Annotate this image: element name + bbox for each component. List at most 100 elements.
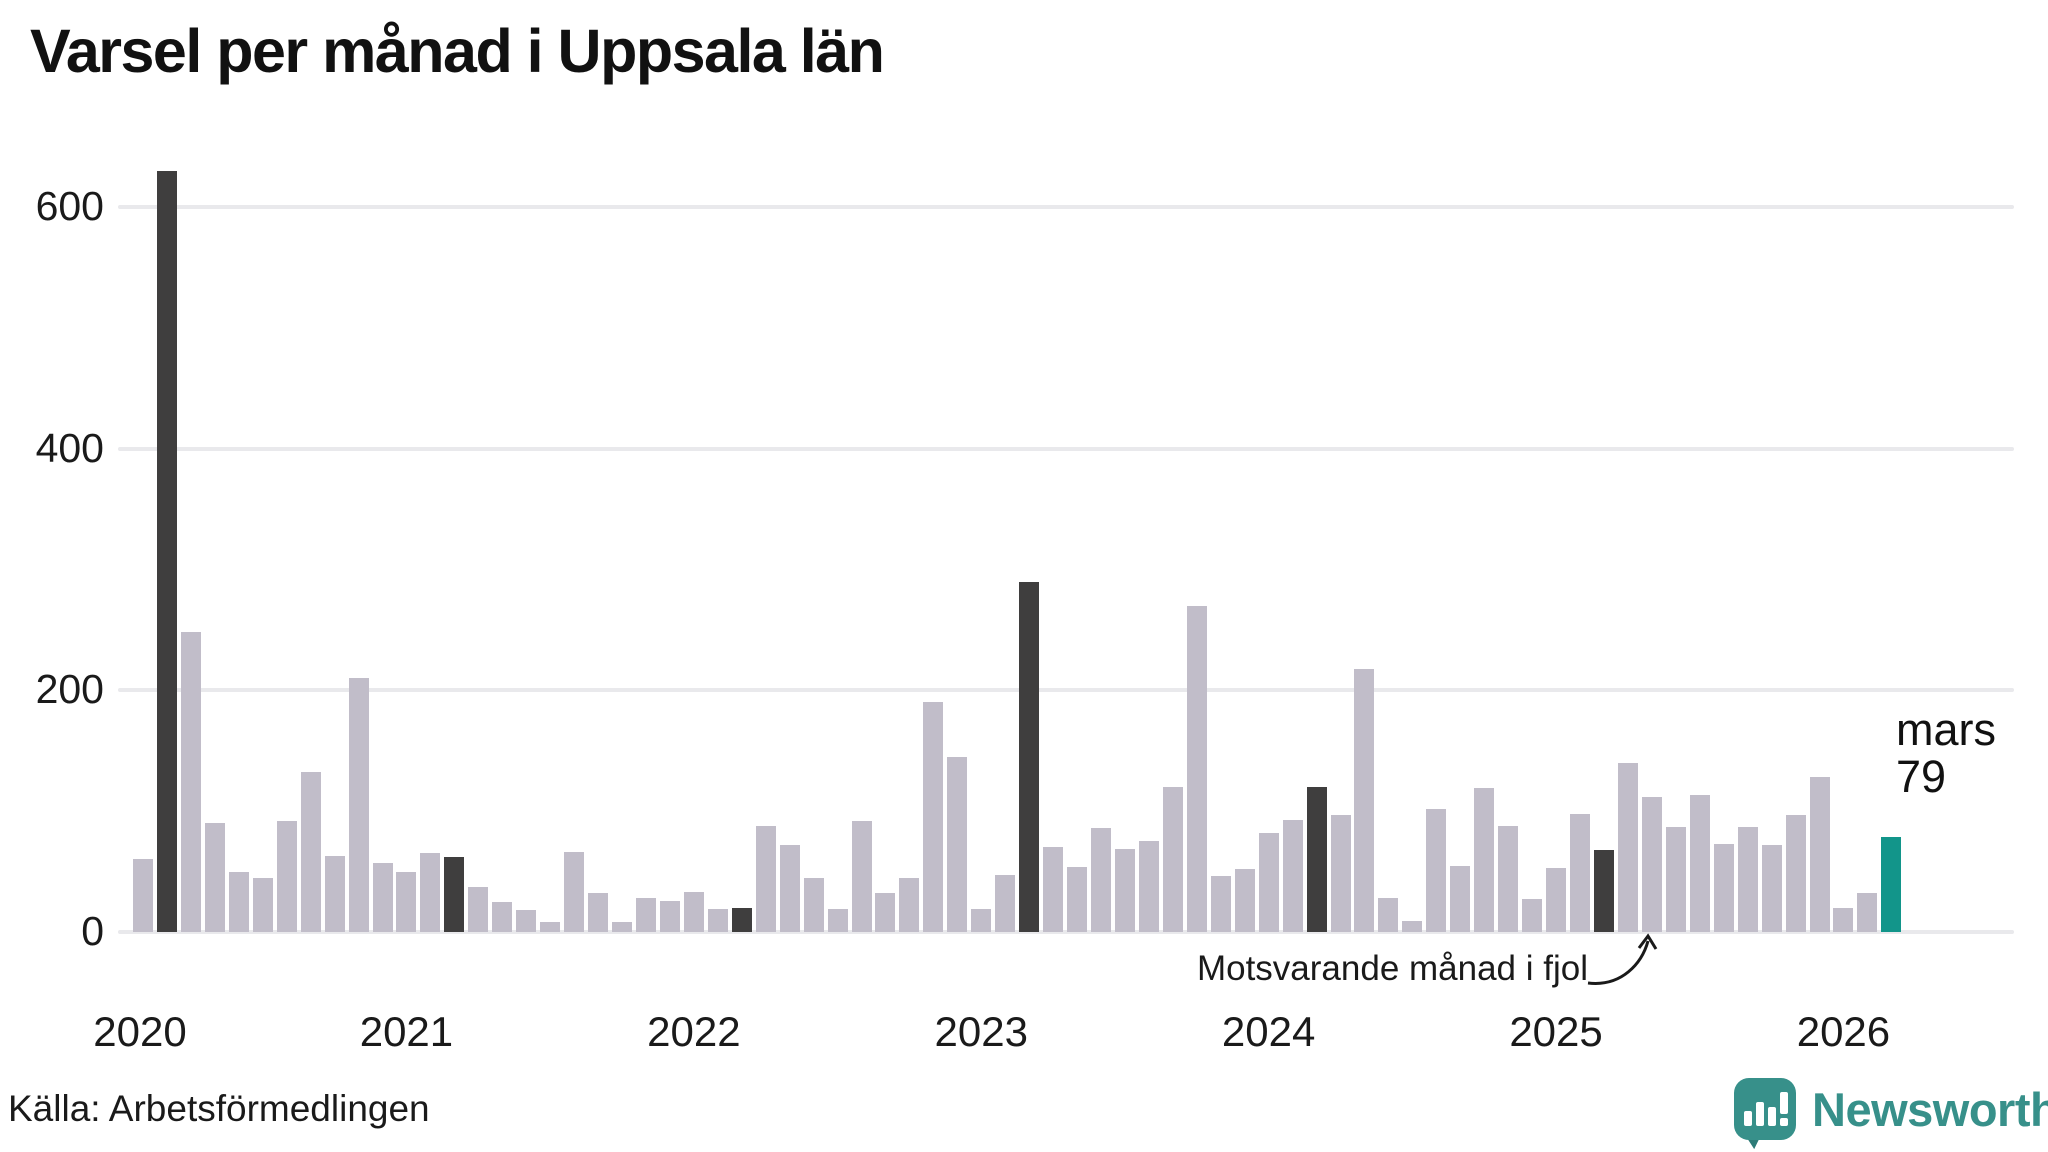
bar-dec-2022 <box>947 756 968 932</box>
bar-jun-2020 <box>228 871 249 932</box>
y-tick-label-200: 200 <box>35 666 104 713</box>
bar-apr-2023 <box>1043 847 1064 932</box>
bar-feb-2021 <box>420 853 441 932</box>
bar-apr-2022 <box>755 825 776 932</box>
bar-okt-2021 <box>612 922 632 932</box>
bar-jul-2020 <box>252 877 273 932</box>
bar-apr-2025 <box>1617 762 1638 932</box>
x-tick-label-2023: 2023 <box>934 1008 1028 1055</box>
bar-mar-2022 <box>731 907 752 932</box>
bar-mar-2023 <box>1019 581 1040 932</box>
current-month-name: mars <box>1896 704 1996 755</box>
x-tick-label-2021: 2021 <box>359 1008 454 1055</box>
source-label: Källa: Arbetsförmedlingen <box>8 1088 430 1129</box>
bar-nov-2022 <box>923 702 944 932</box>
bar-maj-2021 <box>492 901 513 932</box>
bar-feb-2023 <box>995 875 1016 932</box>
gridline-0 <box>118 930 2014 934</box>
bar-dec-2021 <box>659 900 680 932</box>
bar-jun-2024 <box>1378 898 1399 932</box>
gridline-400 <box>118 446 2014 451</box>
bar-mar-2026 <box>1881 836 1902 932</box>
x-tick-label-2022: 2022 <box>647 1008 741 1055</box>
x-tick-label-2026: 2026 <box>1796 1008 1891 1055</box>
bar-nov-2023 <box>1210 876 1231 932</box>
bar-aug-2021 <box>564 852 585 932</box>
bar-mar-2025 <box>1593 849 1614 932</box>
bar-feb-2024 <box>1282 819 1303 932</box>
bar-mar-2020 <box>156 170 177 932</box>
y-tick-label-0: 0 <box>81 908 104 954</box>
bar-sep-2023 <box>1162 786 1183 932</box>
bar-okt-2023 <box>1186 605 1207 932</box>
bar-jul-2025 <box>1689 795 1710 932</box>
bar-jan-2021 <box>396 871 417 932</box>
bar-nov-2020 <box>348 678 369 932</box>
x-tick-label-2024: 2024 <box>1221 1008 1316 1055</box>
current-month-value: 79 <box>1896 751 1947 802</box>
bar-sep-2021 <box>588 893 609 932</box>
bar-apr-2021 <box>468 887 489 932</box>
annotation-arrow-icon <box>1587 933 1658 985</box>
bar-dec-2025 <box>1809 777 1830 932</box>
bar-maj-2025 <box>1641 796 1662 932</box>
bar-jan-2025 <box>1546 867 1567 932</box>
bar-sep-2024 <box>1450 865 1471 932</box>
bar-okt-2025 <box>1761 844 1782 932</box>
bar-jul-2022 <box>827 909 848 932</box>
bar-sep-2025 <box>1737 826 1758 932</box>
newsworthy-logo-text: Newsworthy <box>1812 1082 2048 1136</box>
bar-jun-2021 <box>516 910 537 932</box>
bar-aug-2025 <box>1713 843 1734 932</box>
bar-dec-2020 <box>372 863 393 932</box>
bar-aug-2020 <box>276 820 297 932</box>
bar-jan-2024 <box>1258 832 1279 932</box>
bar-jan-2026 <box>1833 907 1854 932</box>
gridline-600 <box>118 204 2014 209</box>
bar-apr-2020 <box>180 632 201 932</box>
bar-feb-2026 <box>1857 893 1878 932</box>
gridline-200 <box>118 688 2014 693</box>
bar-okt-2022 <box>899 877 920 932</box>
bar-jun-2023 <box>1091 828 1111 932</box>
current-month-label: mars 79 <box>1896 706 1996 800</box>
x-tick-label-2025: 2025 <box>1509 1008 1603 1055</box>
bar-jul-2021 <box>540 922 561 932</box>
x-tick-label-2020: 2020 <box>93 1008 187 1055</box>
bar-jun-2022 <box>803 877 824 932</box>
bar-jul-2023 <box>1114 848 1135 932</box>
bar-maj-2024 <box>1354 668 1375 932</box>
bar-nov-2025 <box>1785 814 1806 932</box>
bar-apr-2024 <box>1330 814 1351 932</box>
bar-aug-2024 <box>1426 808 1447 932</box>
bar-maj-2020 <box>204 823 225 932</box>
bar-aug-2022 <box>851 820 872 932</box>
y-tick-label-400: 400 <box>35 424 104 471</box>
bar-jun-2025 <box>1665 826 1686 932</box>
bar-aug-2023 <box>1138 841 1159 932</box>
bar-sep-2022 <box>875 893 896 932</box>
bar-mar-2024 <box>1306 786 1327 932</box>
bar-feb-2020 <box>133 859 153 932</box>
bar-feb-2022 <box>707 909 728 932</box>
bar-maj-2022 <box>779 844 800 932</box>
bar-jul-2024 <box>1402 921 1423 932</box>
bar-jan-2023 <box>971 909 992 932</box>
y-tick-label-600: 600 <box>35 182 104 229</box>
bar-maj-2023 <box>1067 866 1088 932</box>
bar-feb-2025 <box>1570 813 1590 932</box>
bar-mar-2021 <box>444 857 465 932</box>
bar-sep-2020 <box>300 772 321 932</box>
newsworthy-logo: Newsworthy <box>1734 1076 2048 1150</box>
bar-okt-2024 <box>1474 788 1495 932</box>
newsworthy-logo-icon <box>1734 1078 1796 1150</box>
bar-dec-2023 <box>1234 869 1255 932</box>
bar-nov-2024 <box>1498 825 1519 932</box>
page-title: Varsel per månad i Uppsala län <box>30 17 885 85</box>
bar-nov-2021 <box>635 898 656 932</box>
last-year-annotation: Motsvarande månad i fjol <box>1196 949 1588 988</box>
bar-jan-2022 <box>683 892 704 932</box>
bar-okt-2020 <box>324 855 345 932</box>
bar-dec-2024 <box>1522 899 1543 932</box>
